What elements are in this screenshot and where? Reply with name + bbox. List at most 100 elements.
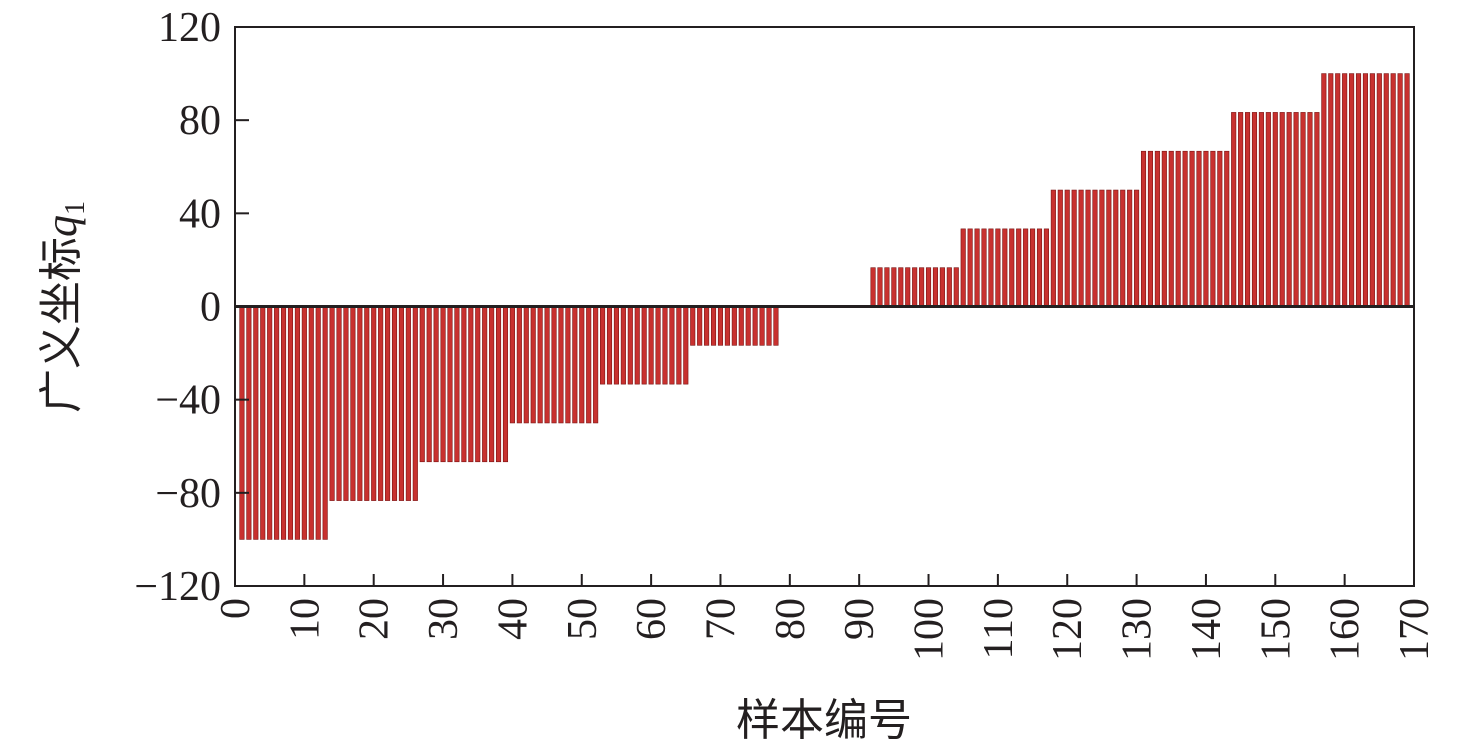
bar (1175, 150, 1181, 307)
bar (995, 228, 1001, 307)
bar (440, 306, 446, 463)
bar (676, 306, 682, 385)
bar (627, 306, 633, 385)
y-axis-label: 广义坐标q1 (37, 201, 91, 413)
x-tick-label: 20 (352, 598, 398, 640)
bar (343, 306, 349, 501)
bar (1016, 228, 1022, 307)
bar (1349, 73, 1355, 307)
bar (572, 306, 578, 424)
bar (1265, 112, 1271, 307)
bar (433, 306, 439, 463)
bar (752, 306, 758, 346)
bar (1272, 112, 1278, 307)
bar (378, 306, 384, 501)
bar (988, 228, 994, 307)
x-tick-label: 120 (1045, 598, 1091, 661)
bar (246, 306, 252, 540)
bar (482, 306, 488, 463)
bar (759, 306, 765, 346)
bar (1113, 189, 1119, 307)
bar (662, 306, 668, 385)
bar (641, 306, 647, 385)
bar (731, 306, 737, 346)
bar (461, 306, 467, 463)
x-tick-label: 150 (1253, 598, 1299, 661)
y-tick-label: −120 (134, 564, 221, 610)
bar (274, 306, 280, 540)
bar (405, 306, 411, 501)
x-tick-label: 10 (282, 598, 328, 640)
bar (953, 267, 959, 307)
bar (967, 228, 973, 307)
bar (1036, 228, 1043, 307)
bar (724, 306, 730, 346)
x-tick-label: 60 (629, 598, 675, 640)
bar (1099, 189, 1105, 307)
bar (905, 267, 911, 307)
bar (745, 306, 751, 346)
y-axis-label-symbol: q (37, 215, 86, 237)
x-tick-label: 130 (1115, 598, 1161, 661)
bar (391, 306, 398, 501)
y-tick-label: 120 (158, 5, 221, 51)
bar (1362, 73, 1369, 307)
bar (544, 306, 550, 424)
x-tick-label: 80 (768, 598, 814, 640)
bar (489, 306, 495, 463)
bar (925, 267, 932, 307)
bar (1328, 73, 1334, 307)
bar (1127, 189, 1133, 307)
bar (919, 267, 925, 307)
y-axis-label-subscript: 1 (60, 201, 91, 215)
x-tick-label: 140 (1184, 598, 1230, 661)
bar (1231, 112, 1237, 307)
bar (1390, 73, 1396, 307)
bar (710, 306, 717, 346)
bar (301, 306, 307, 540)
bar (1085, 189, 1091, 307)
bar (565, 306, 571, 424)
bar (322, 306, 328, 540)
bar (877, 267, 883, 307)
bar (267, 306, 273, 540)
bar (280, 306, 287, 540)
bar (1245, 112, 1251, 307)
bar (738, 306, 744, 346)
bar (468, 306, 474, 463)
bar (593, 306, 599, 424)
bar (1279, 112, 1285, 307)
bar (308, 306, 314, 540)
bar (1196, 150, 1202, 307)
bar (1355, 73, 1362, 307)
bar (1078, 189, 1084, 307)
bar (1251, 112, 1258, 307)
bar (606, 306, 613, 385)
y-axis: 120 80 40 0 −40 −80 −120 (134, 5, 249, 610)
bar (870, 267, 876, 307)
bar (253, 306, 259, 540)
bar (1397, 73, 1403, 307)
bar (454, 306, 460, 463)
bar (1043, 228, 1049, 307)
bar (1258, 112, 1264, 307)
bar (1120, 189, 1126, 307)
bar (1383, 73, 1389, 307)
bar (1140, 150, 1147, 307)
bar (1300, 112, 1306, 307)
x-tick-label: 110 (976, 598, 1022, 659)
x-tick-label: 170 (1392, 598, 1438, 661)
bar (530, 306, 536, 424)
bar (516, 306, 522, 424)
bar (1023, 228, 1029, 307)
bar (697, 306, 703, 346)
bar (371, 306, 377, 501)
bar (1147, 150, 1154, 307)
bar (1369, 73, 1375, 307)
y-tick-label: −40 (155, 378, 221, 424)
bar (704, 306, 710, 346)
bar (1238, 112, 1244, 307)
bar (260, 306, 266, 540)
bar (613, 306, 619, 385)
